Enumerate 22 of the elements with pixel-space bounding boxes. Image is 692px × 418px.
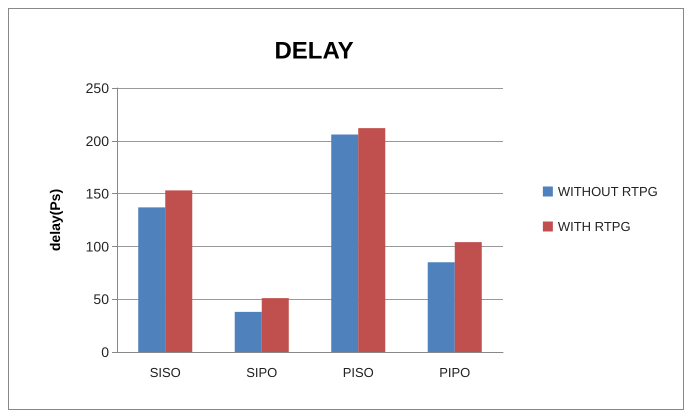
y-tick-label: 100	[86, 238, 110, 254]
x-tick-label: SISO	[150, 365, 181, 380]
x-tick-label: PISO	[342, 365, 374, 380]
legend-label: WITHOUT RTPG	[558, 184, 658, 199]
legend-label: WITH RTPG	[558, 219, 631, 234]
bar	[428, 262, 455, 352]
chart-title: DELAY	[274, 38, 354, 64]
y-tick-label: 0	[101, 344, 110, 360]
bar	[138, 207, 166, 352]
y-tick-label: 200	[86, 132, 110, 149]
bar	[234, 312, 262, 352]
bar	[358, 128, 386, 352]
bar	[262, 298, 289, 352]
bar	[454, 242, 482, 352]
x-tick-label: PIPO	[439, 365, 470, 380]
y-tick-label: 250	[86, 80, 110, 96]
bar	[165, 190, 192, 352]
y-tick-label: 150	[86, 186, 110, 202]
x-tick-label: SIPO	[246, 365, 278, 380]
y-axis-title: delay(Ps)	[47, 188, 63, 252]
y-tick-label: 50	[93, 291, 110, 308]
bar	[331, 134, 358, 352]
